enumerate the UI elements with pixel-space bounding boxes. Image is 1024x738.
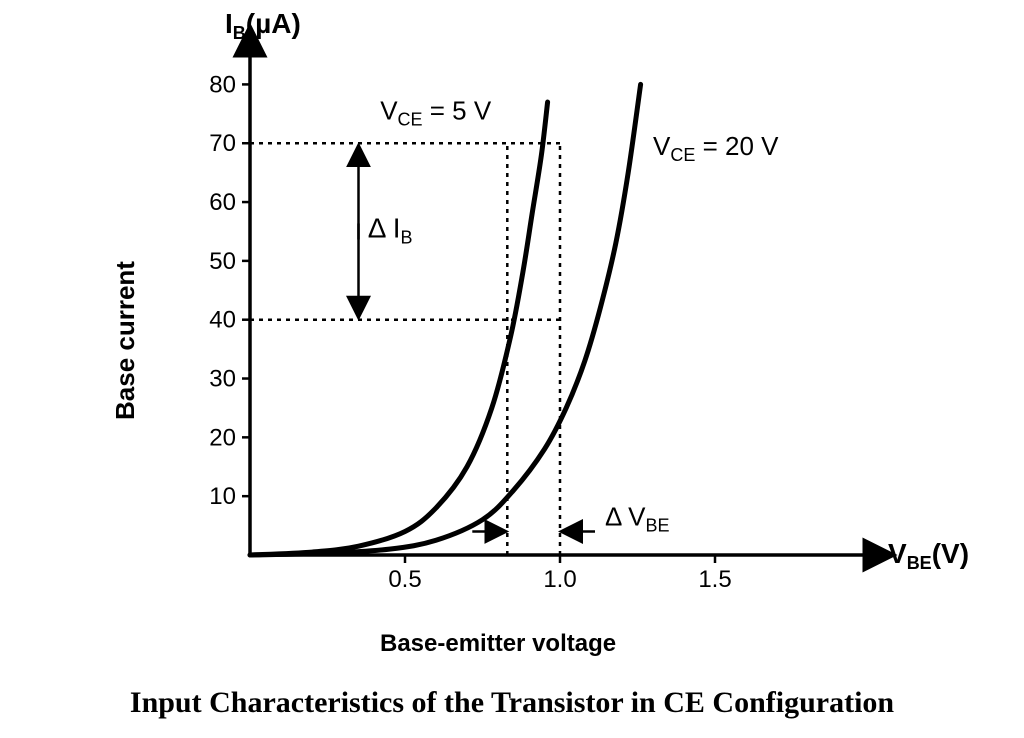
x-tick-label: 1.5	[698, 566, 731, 593]
x-axis-title: VBE(V)	[888, 538, 969, 573]
curve-vce-20v	[250, 84, 641, 555]
axes	[250, 40, 880, 555]
curve1-label: VCE = 5 V	[380, 96, 492, 130]
delta-vbe-label: Δ VBE	[605, 502, 670, 536]
x-tick-label: 0.5	[388, 566, 421, 593]
y-tick-label: 40	[209, 307, 236, 334]
chart-svg: 10 20 30 40 50 60 70 80 0.5 1.0 1.5 IB(µA) VBE(V)…	[50, 10, 970, 660]
x-tick-label: 1.0	[543, 566, 576, 593]
y-tick-label: 10	[209, 483, 236, 510]
chart-caption: Input Characteristics of the Transistor …	[0, 686, 1024, 720]
y-tick-label: 70	[209, 130, 236, 157]
dashed-guides	[250, 143, 565, 555]
chart-container: 10 20 30 40 50 60 70 80 0.5 1.0 1.5 IB(µA) VBE(V)…	[50, 10, 970, 660]
y-tick-label: 20	[209, 424, 236, 451]
y-tick-label: 50	[209, 248, 236, 275]
delta-ib-label: Δ IB	[368, 212, 413, 247]
x-ticks: 0.5 1.0 1.5	[388, 555, 731, 593]
y-tick-label: 30	[209, 366, 236, 393]
curve-vce-5v	[250, 102, 548, 555]
x-axis-label: Base-emitter voltage	[380, 630, 616, 658]
curve2-label: VCE = 20 V	[653, 131, 779, 165]
y-axis-label-vertical: Base current	[110, 261, 141, 420]
y-tick-label: 80	[209, 71, 236, 98]
y-tick-label: 60	[209, 189, 236, 216]
y-axis-title: IB(µA)	[225, 10, 301, 43]
y-ticks: 10 20 30 40 50 60 70 80	[209, 71, 250, 510]
